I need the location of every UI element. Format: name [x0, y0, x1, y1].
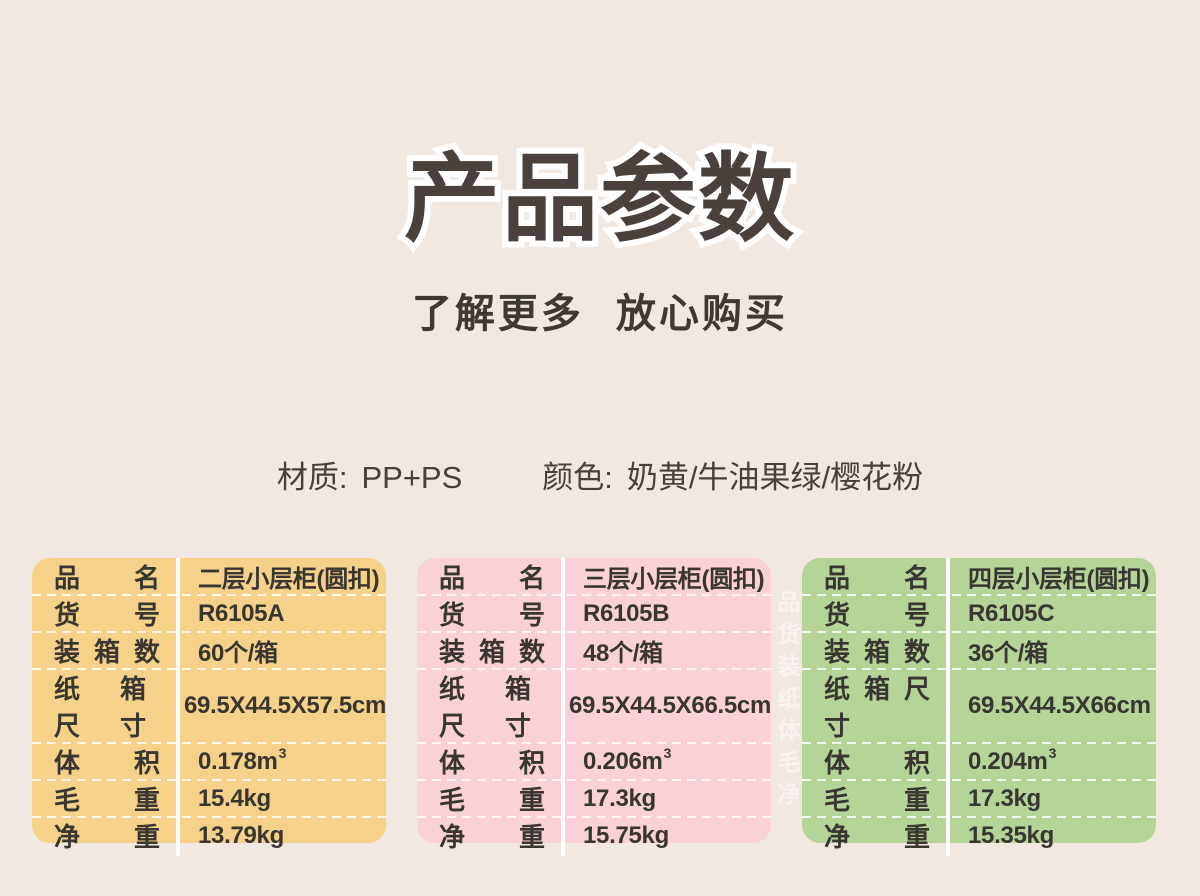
- ghost-label-watermark: 品货装纸体毛净: [774, 590, 800, 814]
- volume-superscript: 3: [1048, 744, 1057, 761]
- row-label: 品 名: [54, 563, 160, 593]
- material-color-line: 材质: PP+PS 颜色: 奶黄/牛油果绿/樱花粉: [0, 452, 1200, 497]
- volume-superscript: 3: [278, 744, 287, 761]
- table-row: 净 重 15.35kg: [802, 817, 1156, 854]
- row-label: 纸 箱 尺 寸: [54, 674, 146, 741]
- row-value: 48个/箱: [583, 640, 663, 667]
- row-label: 货 号: [54, 600, 160, 630]
- row-label: 品 名: [439, 563, 545, 593]
- row-value: 15.75kg: [583, 821, 669, 849]
- spec-table-four-layer: 品 名 四层小层柜(圆扣) 货 号 R6105C 装 箱 数 36个/箱 纸 箱…: [802, 558, 1156, 856]
- table-row: 体 积 0.206m3: [417, 743, 771, 781]
- row-label: 体 积: [54, 748, 160, 778]
- table-row: 纸 箱 尺 寸 69.5X44.5X66.5cm: [417, 669, 771, 744]
- table-row: 净 重 15.75kg: [417, 817, 771, 854]
- row-value: 17.3kg: [583, 784, 656, 812]
- table-row: 品 名 四层小层柜(圆扣): [802, 558, 1156, 596]
- material-value: PP+PS: [361, 460, 463, 495]
- row-value: 60个/箱: [198, 640, 278, 667]
- table-row: 体 积 0.178m3: [32, 743, 386, 781]
- row-label: 净 重: [54, 822, 160, 852]
- row-value: 36个/箱: [968, 640, 1048, 667]
- color-pair: 颜色: 奶黄/牛油果绿/樱花粉: [542, 452, 923, 497]
- row-label: 货 号: [439, 600, 545, 630]
- table-row: 货 号 R6105B: [417, 595, 771, 633]
- row-value: 15.4kg: [198, 784, 271, 812]
- table-row: 体 积 0.204m3: [802, 743, 1156, 781]
- row-label: 毛 重: [54, 785, 160, 815]
- spec-table-three-layer: 品 名 三层小层柜(圆扣) 货 号 R6105B 装 箱 数 48个/箱 纸 箱…: [417, 558, 771, 856]
- row-value: 13.79kg: [198, 821, 284, 849]
- table-row: 品 名 三层小层柜(圆扣): [417, 558, 771, 596]
- row-label: 货 号: [824, 600, 930, 630]
- table-row: 纸 箱 尺 寸 69.5X44.5X57.5cm: [32, 669, 386, 744]
- row-label: 净 重: [824, 822, 930, 852]
- spec-tables: 品 名 二层小层柜(圆扣) 货 号 R6105A 装 箱 数 60个/箱 纸 箱…: [32, 558, 1156, 856]
- table-row: 毛 重 17.3kg: [417, 780, 771, 818]
- volume-number: 0.178m: [198, 747, 278, 775]
- table-row: 纸 箱 尺 寸 69.5X44.5X66cm: [802, 669, 1156, 744]
- row-value: R6105B: [583, 599, 670, 627]
- material-label: 材质:: [276, 460, 348, 495]
- row-label: 品 名: [824, 563, 930, 593]
- column-divider: [176, 558, 180, 856]
- table-row: 装 箱 数 36个/箱: [802, 632, 1156, 670]
- row-label: 装 箱 数: [439, 637, 545, 667]
- row-label: 纸 箱 尺 寸: [824, 674, 930, 741]
- column-divider: [946, 558, 950, 856]
- spec-table-two-layer: 品 名 二层小层柜(圆扣) 货 号 R6105A 装 箱 数 60个/箱 纸 箱…: [32, 558, 386, 856]
- row-value: 0.178m3: [176, 744, 386, 776]
- row-value: 17.3kg: [968, 784, 1041, 812]
- table-row: 毛 重 15.4kg: [32, 780, 386, 818]
- volume-superscript: 3: [663, 744, 672, 761]
- table-row: 装 箱 数 60个/箱: [32, 632, 386, 670]
- row-value: 四层小层柜(圆扣): [968, 566, 1150, 593]
- row-label: 毛 重: [439, 785, 545, 815]
- volume-number: 0.206m: [583, 747, 663, 775]
- row-label: 体 积: [439, 748, 545, 778]
- row-value: R6105C: [968, 599, 1055, 627]
- column-divider: [561, 558, 565, 856]
- table-row: 毛 重 17.3kg: [802, 780, 1156, 818]
- row-value: 69.5X44.5X57.5cm: [183, 692, 386, 719]
- row-value: 15.35kg: [968, 821, 1054, 849]
- row-label: 净 重: [439, 822, 545, 852]
- row-value: 69.5X44.5X66cm: [968, 692, 1151, 719]
- row-value: 69.5X44.5X66.5cm: [568, 692, 771, 719]
- table-row: 装 箱 数 48个/箱: [417, 632, 771, 670]
- row-label: 体 积: [824, 748, 930, 778]
- row-value: R6105A: [198, 599, 285, 627]
- table-row: 货 号 R6105A: [32, 595, 386, 633]
- volume-number: 0.204m: [968, 747, 1048, 775]
- row-label: 装 箱 数: [54, 637, 160, 667]
- table-row: 货 号 R6105C: [802, 595, 1156, 633]
- row-value: 0.206m3: [561, 744, 771, 776]
- row-label: 装 箱 数: [824, 637, 930, 667]
- color-label: 颜色:: [542, 460, 613, 495]
- row-value: 二层小层柜(圆扣): [198, 566, 380, 593]
- material-pair: 材质: PP+PS: [277, 452, 462, 497]
- page-subtitle: 了解更多 放心购买: [411, 292, 789, 336]
- table-row: 净 重 13.79kg: [32, 817, 386, 854]
- page-title: 产品参数: [0, 146, 1200, 254]
- row-value: 0.204m3: [946, 744, 1156, 776]
- row-value: 三层小层柜(圆扣): [583, 566, 765, 593]
- row-label: 纸 箱 尺 寸: [439, 674, 531, 741]
- row-label: 毛 重: [824, 785, 930, 815]
- color-value: 奶黄/牛油果绿/樱花粉: [626, 460, 924, 495]
- table-row: 品 名 二层小层柜(圆扣): [32, 558, 386, 596]
